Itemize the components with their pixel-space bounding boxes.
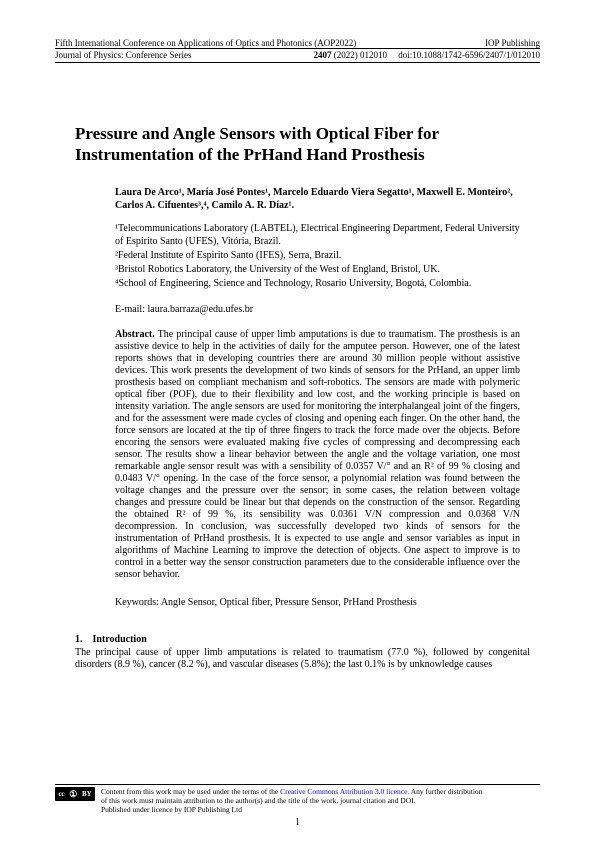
keywords-line: Keywords: Angle Sensor, Optical fiber, P…	[75, 597, 530, 608]
publisher-name: IOP Publishing	[485, 38, 540, 48]
section-1-heading: 1. Introduction	[75, 634, 530, 645]
authors-list: Laura De Arco¹, María José Pontes¹, Marc…	[75, 186, 530, 212]
cc-license-link[interactable]: Creative Commons Attribution 3.0 licence	[280, 787, 407, 796]
affiliation-3: ³Bristol Robotics Laboratory, the Univer…	[115, 263, 520, 276]
page-number: 1	[0, 817, 595, 828]
abstract-block: Abstract. The principal cause of upper l…	[75, 329, 530, 581]
email-line: E-mail: laura.barraza@edu.ufes.br	[75, 304, 530, 315]
abstract-label: Abstract.	[115, 329, 155, 340]
journal-name: Journal of Physics: Conference Series	[55, 50, 191, 60]
section-1-text: The principal cause of upper limb amputa…	[75, 647, 530, 671]
conference-name: Fifth International Conference on Applic…	[55, 38, 356, 48]
email-address: laura.barraza@edu.ufes.br	[148, 304, 254, 315]
cc-by-icon: cc ① BY	[55, 787, 95, 801]
paper-title: Pressure and Angle Sensors with Optical …	[75, 123, 530, 166]
affiliation-4: ⁴School of Engineering, Science and Tech…	[115, 277, 520, 290]
citation-info: 2407 (2022) 012010 doi:10.1088/1742-6596…	[314, 50, 541, 60]
license-footer: cc ① BY Content from this work may be us…	[55, 784, 540, 814]
page-header: Fifth International Conference on Applic…	[0, 0, 595, 63]
affiliation-2: ²Federal Institute of Espirito Santo (IF…	[115, 249, 520, 262]
affiliations-block: ¹Telecommunications Laboratory (LABTEL),…	[75, 222, 530, 290]
main-content: Pressure and Angle Sensors with Optical …	[0, 63, 595, 671]
license-text: Content from this work may be used under…	[101, 787, 482, 814]
affiliation-1: ¹Telecommunications Laboratory (LABTEL),…	[115, 222, 520, 248]
abstract-text: The principal cause of upper limb amputa…	[115, 329, 520, 580]
